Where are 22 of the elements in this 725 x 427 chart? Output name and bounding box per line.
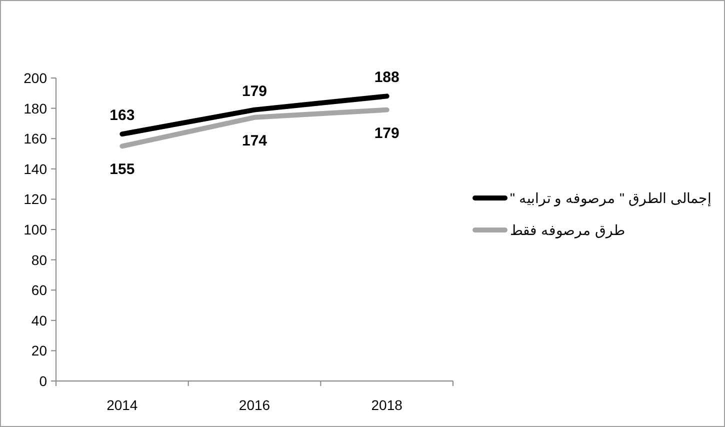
y-tick-label: 20 xyxy=(31,342,48,359)
legend-label: إجمالى الطرق " مرصوفه و ترابيه " xyxy=(510,190,712,207)
y-tick-label: 60 xyxy=(31,282,48,298)
data-label: 188 xyxy=(374,69,400,86)
x-tick-label: 2018 xyxy=(371,397,403,413)
data-label: 174 xyxy=(242,132,268,150)
y-tick-label: 80 xyxy=(31,252,48,268)
y-tick-label: 120 xyxy=(24,191,48,208)
y-tick-label: 40 xyxy=(31,312,48,328)
data-label: 155 xyxy=(110,161,135,178)
data-label: 163 xyxy=(110,107,135,124)
data-label: 179 xyxy=(242,82,268,100)
x-tick-label: 2014 xyxy=(106,397,138,413)
y-tick-label: 140 xyxy=(24,160,48,177)
x-tick-label: 2016 xyxy=(238,397,270,413)
legend-label: طرق مرصوفه فقط xyxy=(510,222,625,239)
y-tick-label: 180 xyxy=(24,100,48,116)
y-tick-label: 200 xyxy=(24,70,48,86)
y-tick-label: 0 xyxy=(39,373,48,389)
y-tick-label: 100 xyxy=(24,222,48,238)
y-tick-label: 160 xyxy=(24,130,48,147)
data-label: 179 xyxy=(374,124,400,142)
